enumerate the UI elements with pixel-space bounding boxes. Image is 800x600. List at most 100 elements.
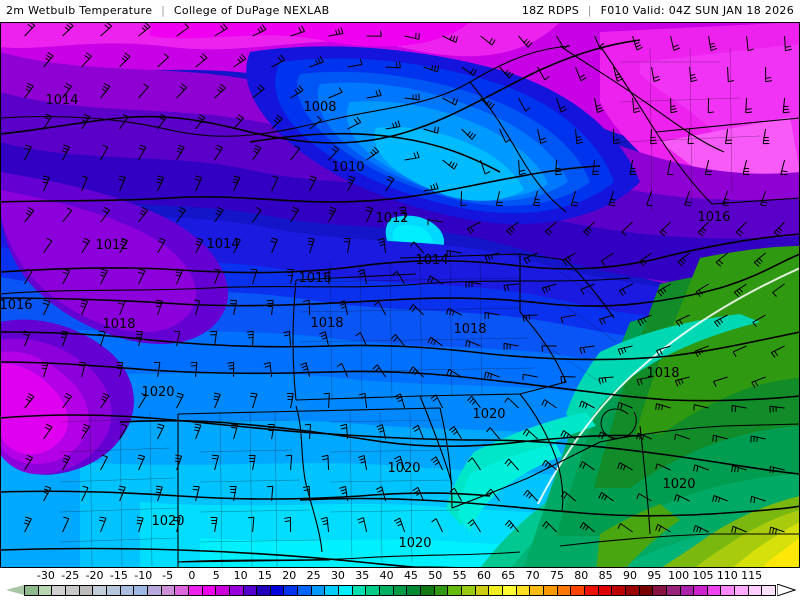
colorbar-tick-label: 55 <box>452 569 467 582</box>
colorbar-swatch[interactable] <box>25 586 39 595</box>
colorbar-swatch[interactable] <box>612 586 626 595</box>
colorbar-tick-label: 90 <box>622 569 637 582</box>
colorbar-swatch[interactable] <box>694 586 708 595</box>
colorbar-swatch[interactable] <box>93 586 107 595</box>
colorbar-swatch[interactable] <box>229 586 244 595</box>
colorbar-swatch[interactable] <box>625 586 640 595</box>
colorbar-tick-label: 70 <box>525 569 540 582</box>
colorbar-swatch[interactable] <box>257 586 271 595</box>
colorbar-tick-label: 30 <box>330 569 345 582</box>
header-separator-left: | <box>161 4 166 17</box>
colorbar-swatch[interactable] <box>653 586 667 595</box>
colorbar-swatch[interactable] <box>380 586 394 595</box>
colorbar-swatch[interactable] <box>52 586 66 595</box>
colorbar-swatch[interactable] <box>202 586 217 595</box>
colorbar-swatch[interactable] <box>707 586 722 595</box>
isobar-label: 1014 <box>45 93 78 108</box>
colorbar-under-arrow <box>6 585 24 595</box>
colorbar-swatch[interactable] <box>366 586 381 595</box>
forecast-map-canvas[interactable]: 1014101410081008101010101012101210121012… <box>0 22 800 568</box>
header-separator-right: | <box>587 4 592 17</box>
colorbar-swatch[interactable] <box>680 586 695 595</box>
colorbar-swatch[interactable] <box>298 586 312 595</box>
isobar-label: 1016 <box>0 298 33 313</box>
colorbar[interactable]: -30 -25 -20 -15 -10 -5 0 5 10 15 20 25 30 35 40 45 50 55 6… <box>0 568 800 600</box>
colorbar-swatch[interactable] <box>516 586 531 595</box>
colorbar-swatch[interactable] <box>557 586 572 595</box>
isobar-label: 1018 <box>102 317 135 332</box>
colorbar-swatch[interactable] <box>147 586 162 595</box>
colorbar-tick-label: 20 <box>282 569 297 582</box>
colorbar-swatch[interactable] <box>216 586 230 595</box>
colorbar-tick-label: 65 <box>501 569 516 582</box>
colorbar-tick-label: 115 <box>741 569 763 582</box>
colorbar-swatch[interactable] <box>325 586 340 595</box>
colorbar-swatch[interactable] <box>475 586 490 595</box>
colorbar-swatch[interactable] <box>530 586 544 595</box>
isobar-label: 1020 <box>662 477 695 492</box>
colorbar-swatch[interactable] <box>448 586 462 595</box>
colorbar-swatch[interactable] <box>748 586 763 595</box>
colorbar-tick-label: 45 <box>403 569 418 582</box>
colorbar-swatch[interactable] <box>339 586 353 595</box>
colorbar-swatch[interactable] <box>489 586 503 595</box>
header-right-group: 18Z RDPS | F010 Valid: 04Z SUN JAN 18 20… <box>522 0 794 22</box>
colorbar-swatch[interactable] <box>639 586 654 595</box>
colorbar-swatch[interactable] <box>571 586 585 595</box>
isobar-label: 1010 <box>331 160 364 175</box>
colorbar-tick-label: 85 <box>598 569 613 582</box>
colorbar-swatch[interactable] <box>175 586 189 595</box>
isobar-label: 1018 <box>310 316 343 331</box>
colorbar-swatch[interactable] <box>584 586 599 595</box>
colorbar-swatch[interactable] <box>120 586 135 595</box>
model-run-label: 18Z RDPS <box>521 4 579 17</box>
colorbar-swatch[interactable] <box>735 586 749 595</box>
colorbar-tick-label: 60 <box>476 569 491 582</box>
colorbar-swatch[interactable] <box>462 586 476 595</box>
colorbar-swatch[interactable] <box>762 586 776 595</box>
colorbar-swatch[interactable] <box>407 586 422 595</box>
colorbar-swatch[interactable] <box>393 586 408 595</box>
colorbar-swatch[interactable] <box>79 586 94 595</box>
isobar-label: 1008 <box>303 100 336 115</box>
isobar-label: 1014 <box>415 253 448 268</box>
colorbar-swatch[interactable] <box>598 586 613 595</box>
colorbar-swatch[interactable] <box>270 586 285 595</box>
colorbar-tick-label: -20 <box>85 569 104 582</box>
colorbar-tick-label: 40 <box>379 569 394 582</box>
colorbar-tick-label: -30 <box>36 569 55 582</box>
colorbar-tick-label: 10 <box>233 569 248 582</box>
colorbar-swatch[interactable] <box>434 586 449 595</box>
colorbar-tick-label: 100 <box>668 569 690 582</box>
isobar-label: 1018 <box>646 366 679 381</box>
isobar-label: 1020 <box>398 536 431 551</box>
isobar-label: 1020 <box>472 407 505 422</box>
colorbar-tick-label: -5 <box>162 569 174 582</box>
colorbar-swatch[interactable] <box>502 586 517 595</box>
colorbar-swatches[interactable] <box>24 585 776 596</box>
colorbar-swatch[interactable] <box>161 586 176 595</box>
colorbar-tick-label: 0 <box>188 569 196 582</box>
isobar-label: 1012 <box>375 211 408 226</box>
colorbar-swatch[interactable] <box>188 586 203 595</box>
map-header: 2m Wetbulb Temperature | College of DuPa… <box>0 0 800 22</box>
header-left-group: 2m Wetbulb Temperature | College of DuPa… <box>6 0 329 22</box>
colorbar-tick-label: 5 <box>212 569 220 582</box>
colorbar-swatch[interactable] <box>65 586 80 595</box>
colorbar-swatch[interactable] <box>284 586 299 595</box>
colorbar-swatch[interactable] <box>38 586 53 595</box>
colorbar-swatch[interactable] <box>311 586 326 595</box>
colorbar-swatch[interactable] <box>543 586 558 595</box>
colorbar-swatch[interactable] <box>666 586 681 595</box>
colorbar-swatch[interactable] <box>721 586 736 595</box>
colorbar-swatch[interactable] <box>352 586 367 595</box>
isobar-label-group: 1014101410081008101010101012101210121012… <box>0 93 731 551</box>
header-source: College of DuPage NEXLAB <box>173 4 330 17</box>
colorbar-swatch[interactable] <box>421 586 435 595</box>
colorbar-tick-label: 75 <box>549 569 564 582</box>
colorbar-swatch[interactable] <box>106 586 121 595</box>
colorbar-tick-label: 95 <box>647 569 662 582</box>
colorbar-swatch[interactable] <box>134 586 148 595</box>
colorbar-swatch[interactable] <box>243 586 258 595</box>
